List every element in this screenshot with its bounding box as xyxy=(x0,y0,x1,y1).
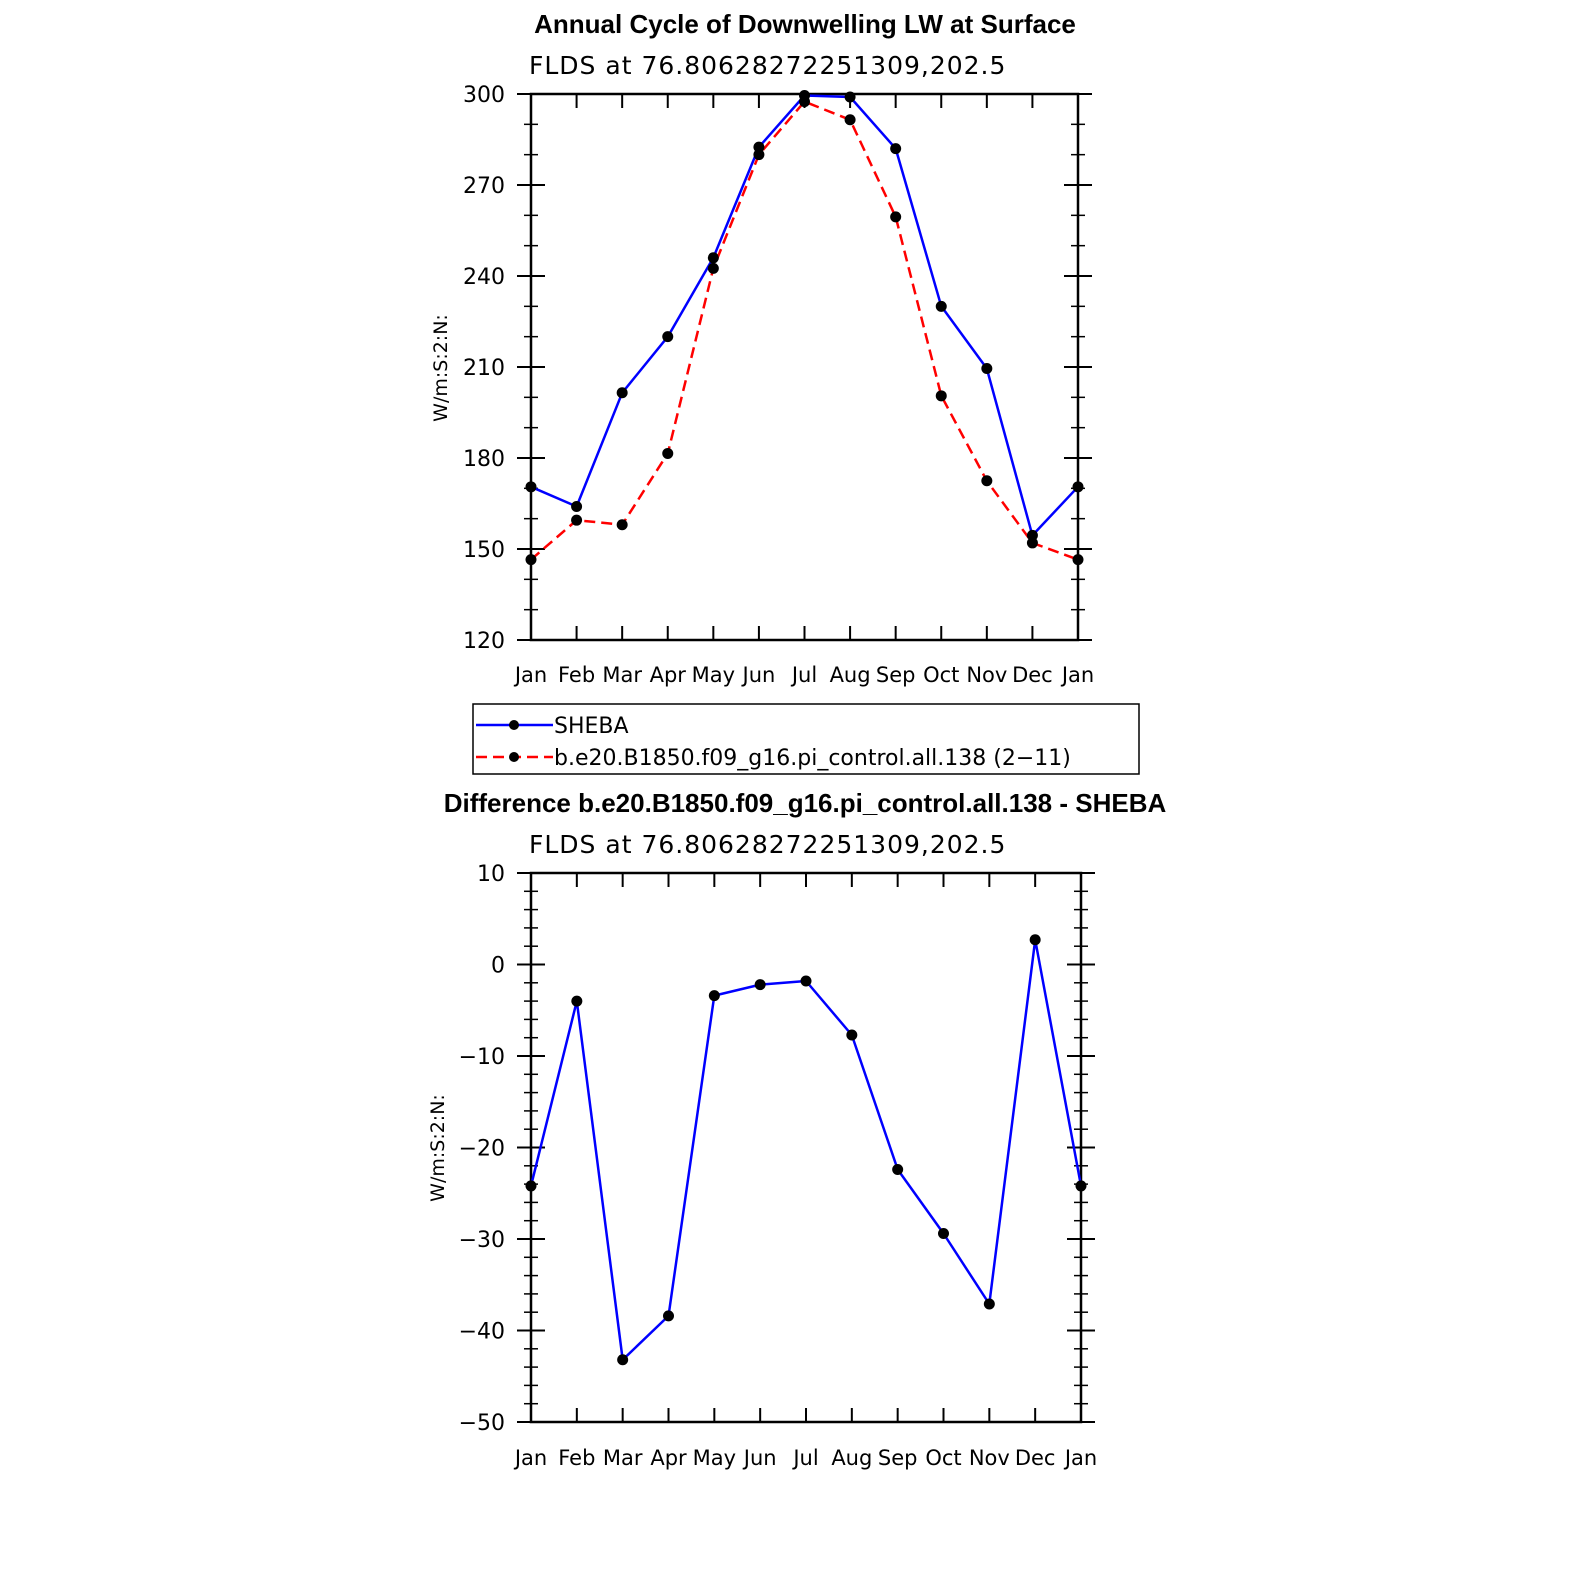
chart1-series-1-point xyxy=(844,114,856,126)
chart2-plot: Jan Feb Mar Apr May Jun Jul Aug Sep Oct Nov Dec Jan−… xyxy=(459,862,1098,1470)
legend-model-label: b.e20.B1850.f09_g16.pi_control.all.138 (… xyxy=(554,746,1071,771)
chart2-series-0-point xyxy=(892,1163,904,1175)
chart1-series-0-point xyxy=(753,141,765,153)
chart1-xtick-label: Sep xyxy=(876,663,916,687)
chart2-series-0-line xyxy=(529,938,1083,1362)
chart1-ytick-label: 240 xyxy=(463,265,505,290)
chart1-xtick-label: Mar xyxy=(602,663,642,687)
chart1-xtick-label: Jan xyxy=(513,663,547,687)
chart1-xtick-label: Apr xyxy=(650,663,687,687)
chart2-title: Difference b.e20.B1850.f09_g16.pi_contro… xyxy=(444,788,1167,818)
chart1-series-1-line xyxy=(530,100,1079,561)
chart1-series-1-point xyxy=(935,390,947,402)
chart2-frame xyxy=(529,871,1083,1424)
legend-sheba-label: SHEBA xyxy=(554,714,629,739)
chart2-ytick-label: −50 xyxy=(459,1411,505,1436)
chart1-xtick-label: Feb xyxy=(558,663,595,687)
chart2-xtick-label: May xyxy=(693,1446,736,1470)
chart1-xtick-label: Nov xyxy=(966,663,1007,687)
chart1-series-1-point xyxy=(981,475,993,487)
legend-sheba-marker xyxy=(509,720,519,730)
chart1-series-0-point xyxy=(616,387,628,399)
chart1-series-1-point xyxy=(799,96,810,108)
chart1-xtick-label: Jun xyxy=(741,663,776,687)
chart1-series-0-point xyxy=(1072,481,1084,493)
chart1-series-1-point xyxy=(525,554,537,566)
chart2-xtick-label: Jan xyxy=(1063,1446,1097,1470)
chart2-series-0-point xyxy=(708,990,720,1002)
chart2-xtick-label: Aug xyxy=(831,1446,872,1470)
chart1-ytick-label: 300 xyxy=(463,83,505,108)
chart2-series-0-point xyxy=(1029,934,1041,946)
chart2-ytick-label: −40 xyxy=(459,1320,505,1345)
chart1-series-0-point xyxy=(662,331,674,343)
chart2-xtick-label: Oct xyxy=(925,1446,961,1470)
chart1-series-1-point xyxy=(616,519,628,531)
chart1-ytick-label: 180 xyxy=(463,447,505,472)
chart1-xtick-label: Jan xyxy=(1060,663,1094,687)
chart1-ytick-label: 120 xyxy=(463,629,505,654)
chart2-series-0-point xyxy=(1075,1180,1087,1192)
chart1-series-0-point xyxy=(707,252,719,264)
chart2-series-0-point xyxy=(846,1029,858,1041)
legend: SHEBA b.e20.B1850.f09_g16.pi_control.all… xyxy=(472,703,1140,775)
chart2-xtick-label: Jul xyxy=(791,1446,818,1470)
chart1-series-1-point xyxy=(707,262,719,274)
chart1-xtick-label: Dec xyxy=(1012,663,1053,687)
chart2-ylabel: W/m:S:2:N: xyxy=(427,1094,449,1202)
chart2-xtick-label: Jan xyxy=(513,1446,547,1470)
chart1-ytick-label: 210 xyxy=(463,356,505,381)
chart2-ytick-label: −20 xyxy=(459,1137,505,1162)
chart1-xtick-label: May xyxy=(692,663,735,687)
chart1-series-1-point xyxy=(890,211,902,223)
chart2-xtick-label: Feb xyxy=(558,1446,595,1470)
chart1-ylabel: W/m:S:2:N: xyxy=(430,314,452,422)
chart1-series-1-point xyxy=(1072,554,1084,566)
chart1-series-0-line xyxy=(530,94,1079,537)
chart2-series-0-point xyxy=(983,1298,995,1310)
chart2-xtick-label: Dec xyxy=(1015,1446,1056,1470)
chart2-xtick-label: Mar xyxy=(603,1446,643,1470)
chart2-ytick-label: 0 xyxy=(491,954,505,979)
chart1-title: Annual Cycle of Downwelling LW at Surfac… xyxy=(534,9,1076,39)
chart2-ytick-label: −30 xyxy=(459,1228,505,1253)
chart2-series-0-point xyxy=(938,1228,949,1240)
legend-box xyxy=(472,703,1140,775)
chart1-series-0-point xyxy=(525,481,537,493)
legend-model-marker xyxy=(509,752,519,762)
chart1-series-0-point xyxy=(571,501,583,513)
chart1-series-1-point xyxy=(571,514,583,526)
chart2-series-0-point xyxy=(800,975,812,987)
chart1-ytick-label: 270 xyxy=(463,174,505,199)
chart2-ytick-label: −10 xyxy=(459,1045,505,1070)
chart1-xtick-label: Jul xyxy=(790,663,817,687)
chart2-xtick-label: Jun xyxy=(742,1446,777,1470)
chart1-series-0-point xyxy=(890,143,902,155)
chart2-series-0-point xyxy=(754,979,766,991)
chart2-xtick-label: Sep xyxy=(878,1446,918,1470)
chart1-series-0-point xyxy=(935,300,947,312)
chart1-ytick-label: 150 xyxy=(463,538,505,563)
chart1-subtitle: FLDS at 76.80628272251309,202.5 xyxy=(529,51,1006,80)
chart2-subtitle: FLDS at 76.80628272251309,202.5 xyxy=(529,830,1006,859)
chart2-xtick-label: Nov xyxy=(969,1446,1010,1470)
chart1-series-1-point xyxy=(662,447,674,459)
chart1-plot: Jan Feb Mar Apr May Jun Jul Aug Sep Oct Nov Dec Jan 1… xyxy=(463,83,1094,687)
chart2-series-0-point xyxy=(617,1354,629,1366)
chart2-series-0-point xyxy=(663,1310,674,1322)
chart1-series-1-point xyxy=(1026,537,1038,549)
chart1-frame xyxy=(529,92,1080,642)
chart2-series-0-point xyxy=(571,995,583,1007)
chart1-series-1-point xyxy=(753,149,765,161)
chart2-ytick-label: 10 xyxy=(477,862,505,887)
chart1-xtick-label: Oct xyxy=(923,663,959,687)
chart1-series-0-point xyxy=(981,363,993,375)
chart2-series-0-point xyxy=(525,1180,537,1192)
chart1-series-0-point xyxy=(1026,529,1038,541)
chart2-xtick-label: Apr xyxy=(650,1446,687,1470)
chart1-xtick-label: Aug xyxy=(830,663,871,687)
chart1-series-0-point xyxy=(844,91,856,103)
